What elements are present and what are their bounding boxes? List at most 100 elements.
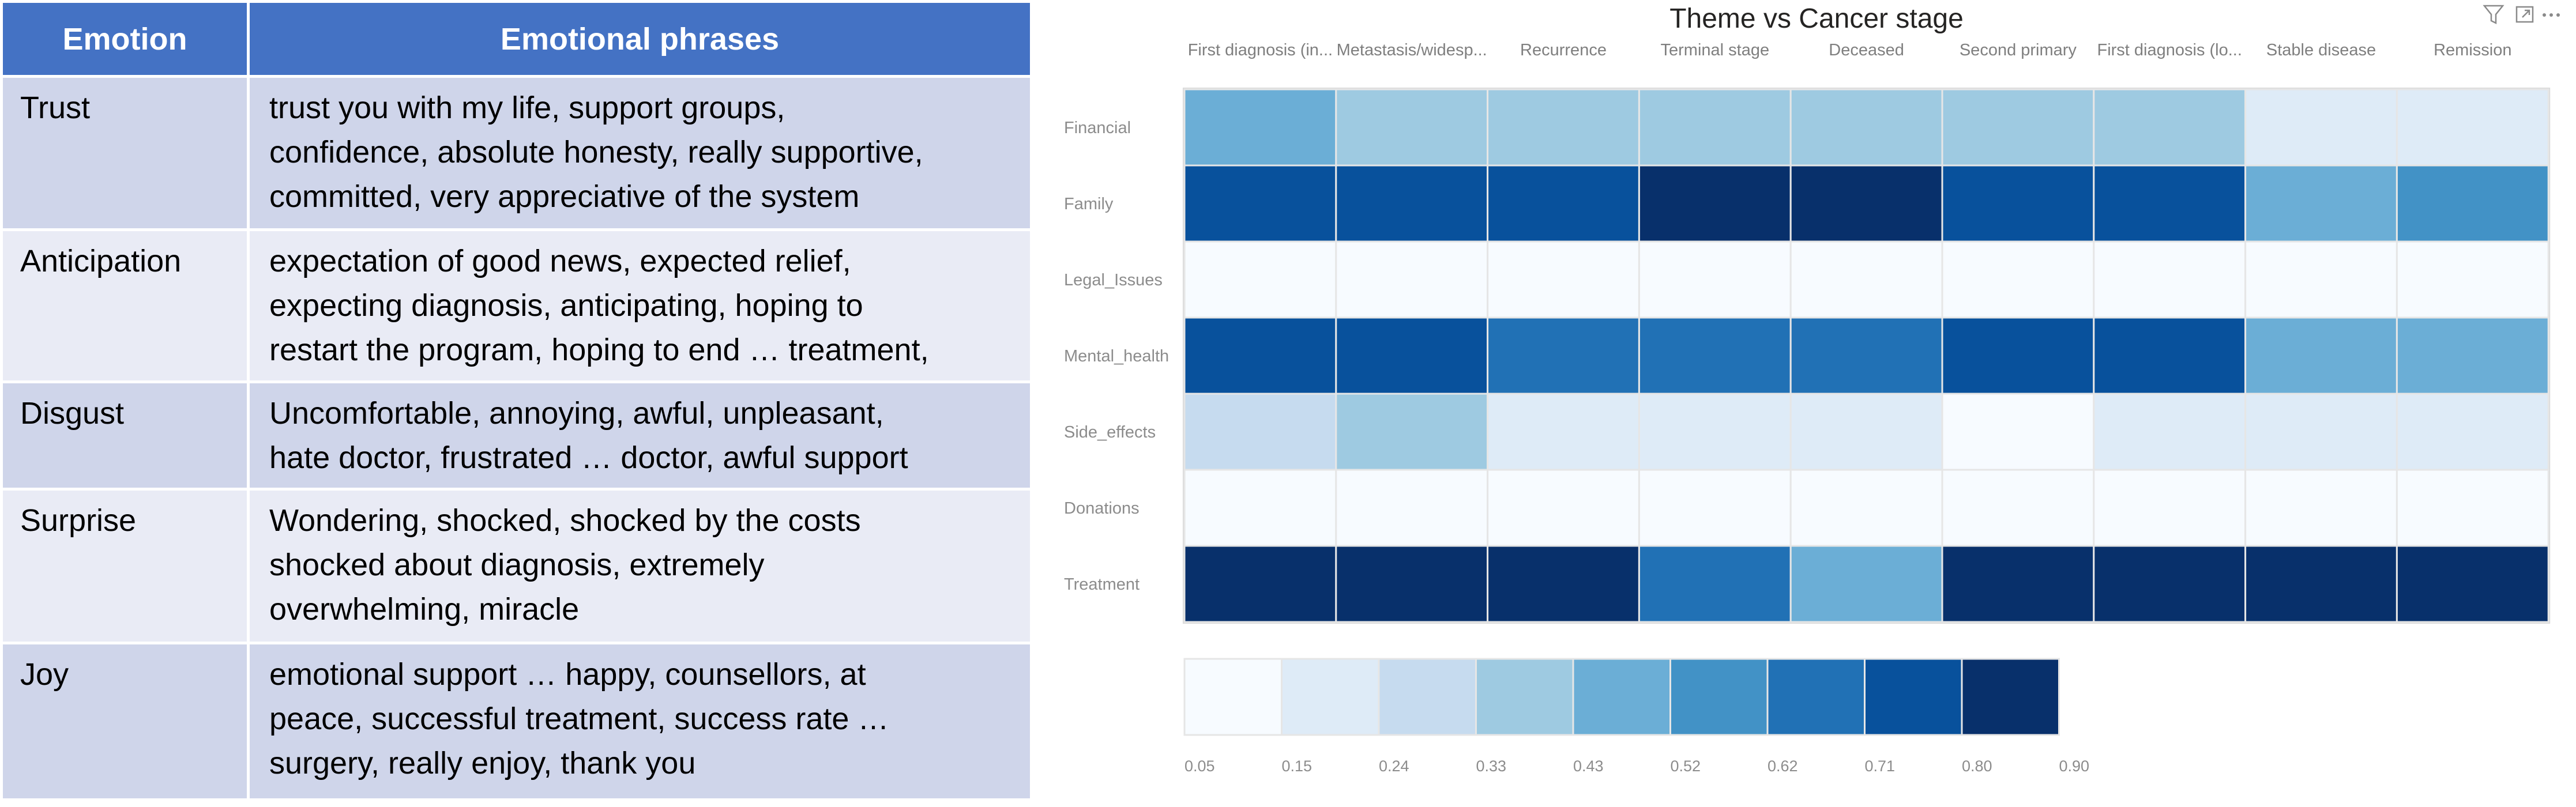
- heatmap-cell[interactable]: [1335, 240, 1489, 319]
- legend-tick-label: 0.15: [1282, 757, 1313, 775]
- heatmap-cell[interactable]: [1487, 469, 1640, 547]
- phrase-line: expectation of good news, expected relie…: [269, 244, 851, 278]
- heatmap-frame: [1183, 88, 2551, 624]
- heatmap-cell[interactable]: [2093, 88, 2247, 167]
- x-tick-label: Metastasis/widesp...: [1337, 41, 1487, 59]
- header-emotion: Emotion: [0, 0, 250, 78]
- heatmap-cell[interactable]: [2396, 393, 2549, 471]
- x-tick-label: Second primary: [1960, 41, 2077, 59]
- chart-toolbar: [2483, 5, 2560, 25]
- heatmap-cell[interactable]: [1789, 316, 1943, 395]
- heatmap-cell[interactable]: [1941, 88, 2095, 167]
- heatmap-cell[interactable]: [2396, 469, 2549, 547]
- heatmap-cell[interactable]: [2396, 88, 2549, 167]
- heatmap-cell[interactable]: [2244, 469, 2398, 547]
- more-options-icon[interactable]: [2543, 13, 2560, 17]
- heatmap-cell[interactable]: [2244, 164, 2398, 243]
- heatmap-cell[interactable]: [1487, 164, 1640, 243]
- focus-mode-icon[interactable]: [2515, 6, 2534, 23]
- heatmap-cell[interactable]: [1487, 240, 1640, 319]
- heatmap-cell[interactable]: [2244, 545, 2398, 623]
- phrase-line: overwhelming, miracle: [269, 592, 580, 627]
- heatmap-cell[interactable]: [1638, 316, 1792, 395]
- heatmap-cell[interactable]: [2396, 545, 2549, 623]
- heatmap-cell[interactable]: [2093, 393, 2247, 471]
- y-tick-label: Treatment: [1064, 575, 1140, 594]
- heatmap-cell[interactable]: [1487, 88, 1640, 167]
- heatmap-cell[interactable]: [1638, 469, 1792, 547]
- heatmap-cell[interactable]: [1941, 545, 2095, 623]
- phrase-line: expecting diagnosis, anticipating, hopin…: [269, 288, 863, 323]
- heatmap-cell[interactable]: [1941, 164, 2095, 243]
- heatmap-cell[interactable]: [1789, 164, 1943, 243]
- filter-icon[interactable]: [2483, 5, 2504, 25]
- heatmap-cell[interactable]: [1638, 88, 1792, 167]
- y-tick-label: Side_effects: [1064, 423, 1156, 442]
- y-tick-label: Family: [1064, 195, 1114, 213]
- heatmap-cell[interactable]: [1335, 393, 1489, 471]
- x-tick-label: Terminal stage: [1661, 41, 1770, 59]
- heatmap-cell[interactable]: [1487, 545, 1640, 623]
- heatmap-cell[interactable]: [2244, 240, 2398, 319]
- phrase-line: surgery, really enjoy, thank you: [269, 746, 696, 780]
- y-tick-label: Mental_health: [1064, 347, 1169, 365]
- emotion-cell: Disgust: [0, 380, 250, 491]
- heatmap-cell[interactable]: [1638, 240, 1792, 319]
- heatmap-cell[interactable]: [1789, 88, 1943, 167]
- y-tick-label: Financial: [1064, 119, 1131, 137]
- heatmap-cell[interactable]: [1789, 469, 1943, 547]
- table-header-row: Emotion Emotional phrases: [0, 0, 1033, 78]
- emotion-cell: Joy: [0, 642, 250, 801]
- heatmap-cell[interactable]: [1183, 164, 1337, 243]
- heatmap-cell[interactable]: [1487, 393, 1640, 471]
- heatmap-cell[interactable]: [1941, 316, 2095, 395]
- emotion-cell: Surprise: [0, 488, 250, 644]
- heatmap-cell[interactable]: [1941, 240, 2095, 319]
- emotion-cell: Trust: [0, 75, 250, 231]
- x-tick-label: Stable disease: [2266, 41, 2376, 59]
- heatmap-cell[interactable]: [2093, 545, 2247, 623]
- heatmap-cell[interactable]: [1183, 316, 1337, 395]
- heatmap-cell[interactable]: [1941, 469, 2095, 547]
- heatmap-cell[interactable]: [1789, 393, 1943, 471]
- heatmap-cell[interactable]: [2396, 316, 2549, 395]
- table-row: Anticipation expectation of good news, e…: [0, 228, 1033, 383]
- heatmap-cell[interactable]: [2396, 240, 2549, 319]
- heatmap-cell[interactable]: [1335, 88, 1489, 167]
- heatmap-cell[interactable]: [2093, 316, 2247, 395]
- heatmap-cell[interactable]: [1335, 469, 1489, 547]
- heatmap-cell[interactable]: [2093, 240, 2247, 319]
- heatmap-cell[interactable]: [1941, 393, 2095, 471]
- legend-swatch: [1864, 658, 1963, 736]
- heatmap-cell[interactable]: [1183, 469, 1337, 547]
- heatmap-cell[interactable]: [1638, 164, 1792, 243]
- legend-swatch: [1766, 658, 1866, 736]
- heatmap-cell[interactable]: [2093, 469, 2247, 547]
- heatmap-cell[interactable]: [2093, 164, 2247, 243]
- heatmap-cell[interactable]: [1638, 545, 1792, 623]
- table-row: Trust trust you with my life, support gr…: [0, 75, 1033, 231]
- heatmap-cell[interactable]: [1487, 316, 1640, 395]
- legend-swatch: [1183, 658, 1283, 736]
- legend-swatch: [1378, 658, 1477, 736]
- heatmap-cell[interactable]: [1183, 88, 1337, 167]
- legend-swatch: [1475, 658, 1574, 736]
- heatmap-cell[interactable]: [1335, 316, 1489, 395]
- heatmap-cell[interactable]: [1183, 545, 1337, 623]
- chart-title: Theme vs Cancer stage: [1669, 3, 1964, 34]
- heatmap-cell[interactable]: [1789, 545, 1943, 623]
- heatmap-cell[interactable]: [1183, 240, 1337, 319]
- heatmap-cell[interactable]: [2244, 316, 2398, 395]
- legend-tick-label: 0.52: [1671, 757, 1701, 775]
- heatmap-cell[interactable]: [1638, 393, 1792, 471]
- heatmap-cell[interactable]: [1183, 393, 1337, 471]
- phrase-line: confidence, absolute honesty, really sup…: [269, 135, 923, 169]
- heatmap-cell[interactable]: [2244, 88, 2398, 167]
- heatmap-cell[interactable]: [2396, 164, 2549, 243]
- heatmap-cell[interactable]: [2244, 393, 2398, 471]
- heatmap-cell[interactable]: [1335, 545, 1489, 623]
- heatmap-cell[interactable]: [1335, 164, 1489, 243]
- heatmap-cell[interactable]: [1789, 240, 1943, 319]
- legend-swatch: [1572, 658, 1671, 736]
